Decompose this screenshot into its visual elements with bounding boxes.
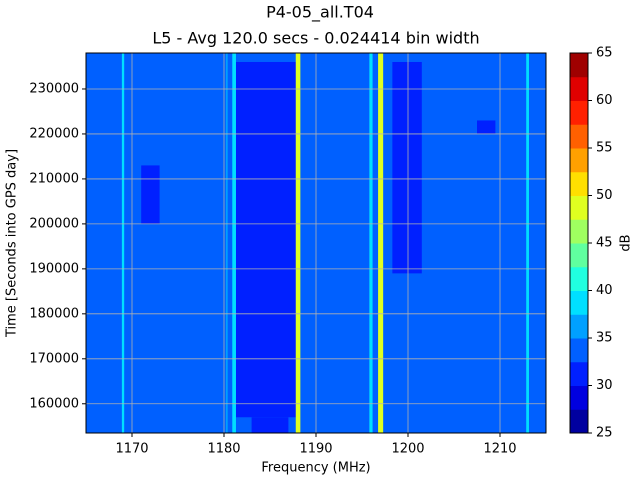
- x-tick-label: 1210: [483, 442, 516, 457]
- colorbar-band: [570, 171, 588, 196]
- x-tick-label: 1180: [207, 442, 240, 457]
- colorbar-tick-label: 50: [596, 188, 613, 203]
- colorbar-band: [570, 195, 588, 220]
- chart-subtitle: L5 - Avg 120.0 secs - 0.024414 bin width: [152, 29, 479, 48]
- colorbar-band: [570, 361, 588, 386]
- colorbar-band: [570, 266, 588, 291]
- y-tick-label: 200000: [29, 216, 79, 231]
- heatmap-cell: [225, 53, 228, 433]
- colorbar-band: [570, 148, 588, 173]
- plot-frame: [85, 52, 547, 434]
- y-tick-label: 220000: [29, 126, 79, 141]
- colorbar-band: [570, 338, 588, 363]
- x-axis-label: Frequency (MHz): [261, 461, 370, 476]
- colorbar-band: [570, 124, 588, 149]
- y-tick-label: 160000: [29, 396, 79, 411]
- heatmap-cell: [141, 165, 160, 224]
- y-tick-label: 230000: [29, 81, 79, 96]
- colorbar-band: [570, 100, 588, 125]
- colorbar-band: [570, 53, 588, 78]
- y-tick-label: 210000: [29, 171, 79, 186]
- x-tick-label: 1170: [115, 442, 148, 457]
- heatmap-cell: [235, 61, 298, 418]
- colorbar-tick-label: 25: [596, 426, 613, 441]
- heatmap-cell: [295, 53, 301, 433]
- heatmap-cell: [526, 53, 529, 433]
- y-tick-label: 180000: [29, 306, 79, 321]
- colorbar-band: [570, 385, 588, 410]
- colorbar-tick-label: 65: [596, 46, 613, 61]
- colorbar-label: dB: [619, 234, 634, 251]
- heatmap-cell: [251, 417, 289, 433]
- heatmap-cell: [477, 120, 496, 134]
- colorbar-band: [570, 76, 588, 101]
- x-tick-label: 1190: [299, 442, 332, 457]
- colorbar-band: [570, 314, 588, 339]
- x-tick-label: 1200: [391, 442, 424, 457]
- heatmap-cell: [378, 53, 384, 433]
- y-tick-label: 190000: [29, 261, 79, 276]
- colorbar-band: [570, 409, 588, 434]
- colorbar-tick-label: 35: [596, 331, 613, 346]
- y-axis-label: Time [Seconds into GPS day]: [5, 149, 20, 338]
- y-tick-label: 170000: [29, 351, 79, 366]
- colorbar-tick-label: 60: [596, 93, 613, 108]
- heatmap-cell: [232, 53, 236, 433]
- colorbar-tick-label: 45: [596, 236, 613, 251]
- colorbar-tick-label: 55: [596, 141, 613, 156]
- colorbar-band: [570, 243, 588, 268]
- colorbar-tick-label: 30: [596, 378, 613, 393]
- colorbar-band: [570, 219, 588, 244]
- colorbar-band: [570, 290, 588, 315]
- chart-title: P4-05_all.T04: [266, 3, 374, 23]
- heatmap-cell: [121, 53, 125, 433]
- heatmap-cell: [369, 53, 373, 433]
- heatmap-cell: [392, 61, 422, 274]
- colorbar-tick-label: 40: [596, 283, 613, 298]
